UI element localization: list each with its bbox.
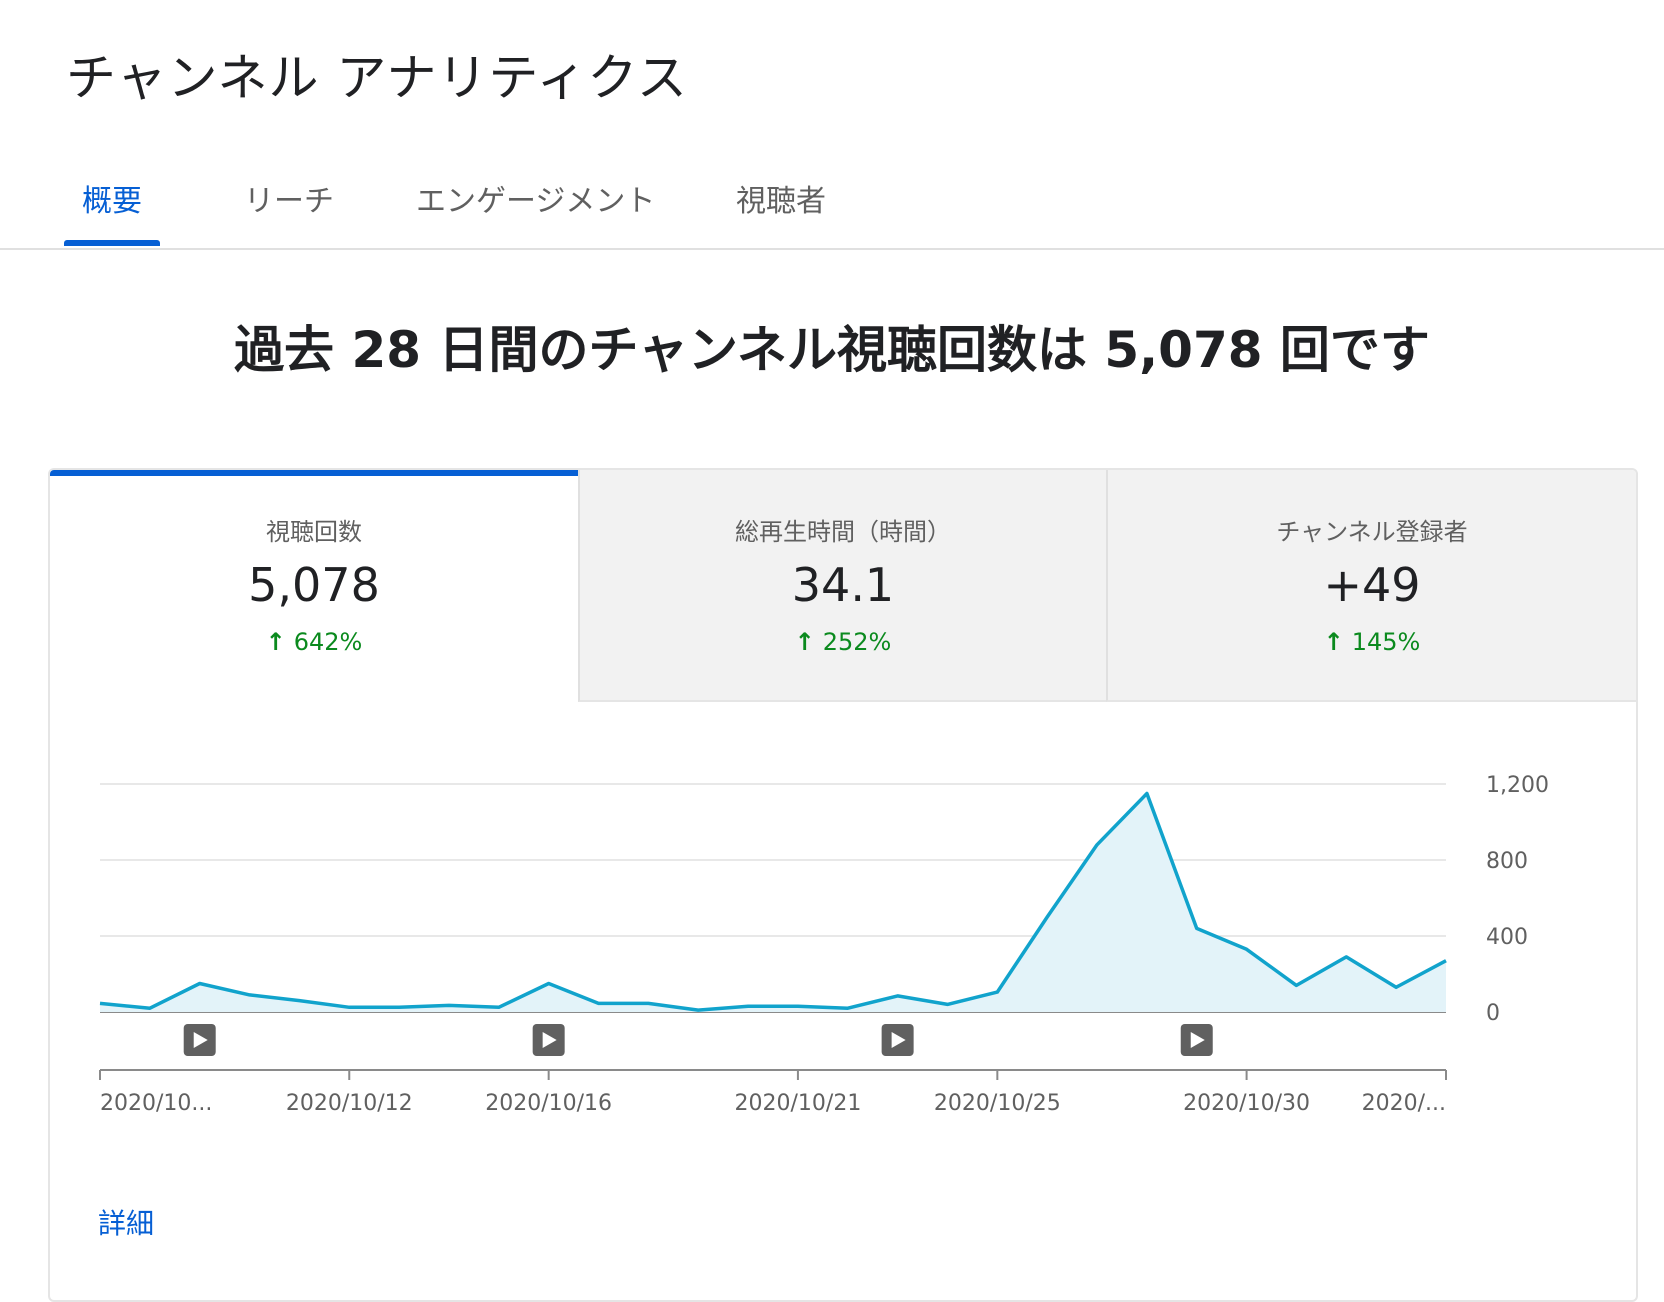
details-link[interactable]: 詳細 (98, 1207, 155, 1240)
x-tick-label: 2020/10/30 (1183, 1091, 1310, 1116)
metric-delta-value: 145% (1351, 628, 1421, 656)
tab-engagement[interactable]: エンゲージメント (416, 184, 656, 219)
metric-tab-views[interactable]: 視聴回数 5,078 ↑ 642% (50, 470, 578, 702)
metric-delta: ↑ 145% (1108, 628, 1636, 656)
metric-tab-subscribers[interactable]: チャンネル登録者 +49 ↑ 145% (1106, 470, 1636, 702)
x-tick-label: 2020/10/12 (286, 1091, 413, 1116)
active-tab-indicator (64, 240, 160, 246)
x-tick-label: 2020/... (1362, 1091, 1446, 1116)
metric-value: +49 (1323, 558, 1421, 612)
y-tick-label: 800 (1486, 849, 1528, 874)
page-title: チャンネル アナリティクス (66, 49, 688, 107)
arrow-up-icon: ↑ (1323, 628, 1344, 656)
metric-value: 34.1 (791, 558, 895, 612)
tab-audience[interactable]: 視聴者 (736, 184, 826, 219)
metric-label: 総再生時間（時間） (735, 518, 951, 546)
x-tick-label: 2020/10... (100, 1091, 212, 1116)
metric-delta: ↑ 252% (580, 628, 1106, 656)
metric-label: 視聴回数 (266, 518, 362, 546)
metric-tab-watch-time[interactable]: 総再生時間（時間） 34.1 ↑ 252% (578, 470, 1106, 702)
metric-delta-value: 252% (822, 628, 892, 656)
metric-value: 5,078 (248, 558, 380, 612)
x-tick-label: 2020/10/21 (735, 1091, 862, 1116)
series-line (99, 791, 1447, 1012)
tab-overview[interactable]: 概要 (82, 184, 142, 219)
arrow-up-icon: ↑ (265, 628, 286, 656)
video-play-icon[interactable] (881, 1024, 914, 1056)
series-area (100, 793, 1446, 1012)
y-tick-label: 0 (1486, 1001, 1500, 1026)
video-play-icon[interactable] (1180, 1024, 1213, 1056)
play-triangle (193, 1032, 208, 1048)
play-triangle (891, 1032, 906, 1048)
video-play-icon[interactable] (532, 1024, 565, 1056)
summary-headline: 過去 28 日間のチャンネル視聴回数は 5,078 回です (234, 321, 1430, 379)
metrics-card: 視聴回数 5,078 ↑ 642% 総再生時間（時間） 34.1 ↑ 252% チャ… (48, 468, 1638, 1302)
tab-bar: 概要 リーチ エンゲージメント 視聴者 (0, 150, 1664, 250)
x-tick-label: 2020/10/25 (934, 1091, 1061, 1116)
x-tick-label: 2020/10/16 (485, 1091, 612, 1116)
arrow-up-icon: ↑ (794, 628, 815, 656)
tab-reach[interactable]: リーチ (244, 184, 334, 219)
play-triangle (1190, 1032, 1205, 1048)
views-chart: 1,200 800 400 0 2020/10... 2020/10/12 2020/10/… (99, 773, 1549, 1116)
active-metric-indicator (50, 470, 578, 476)
video-play-icon[interactable] (183, 1024, 216, 1056)
metric-delta: ↑ 642% (50, 628, 578, 656)
metric-delta-value: 642% (293, 628, 363, 656)
y-tick-label: 400 (1486, 925, 1528, 950)
y-tick-label: 1,200 (1486, 773, 1549, 798)
metric-label: チャンネル登録者 (1276, 518, 1468, 546)
play-triangle (542, 1032, 557, 1048)
